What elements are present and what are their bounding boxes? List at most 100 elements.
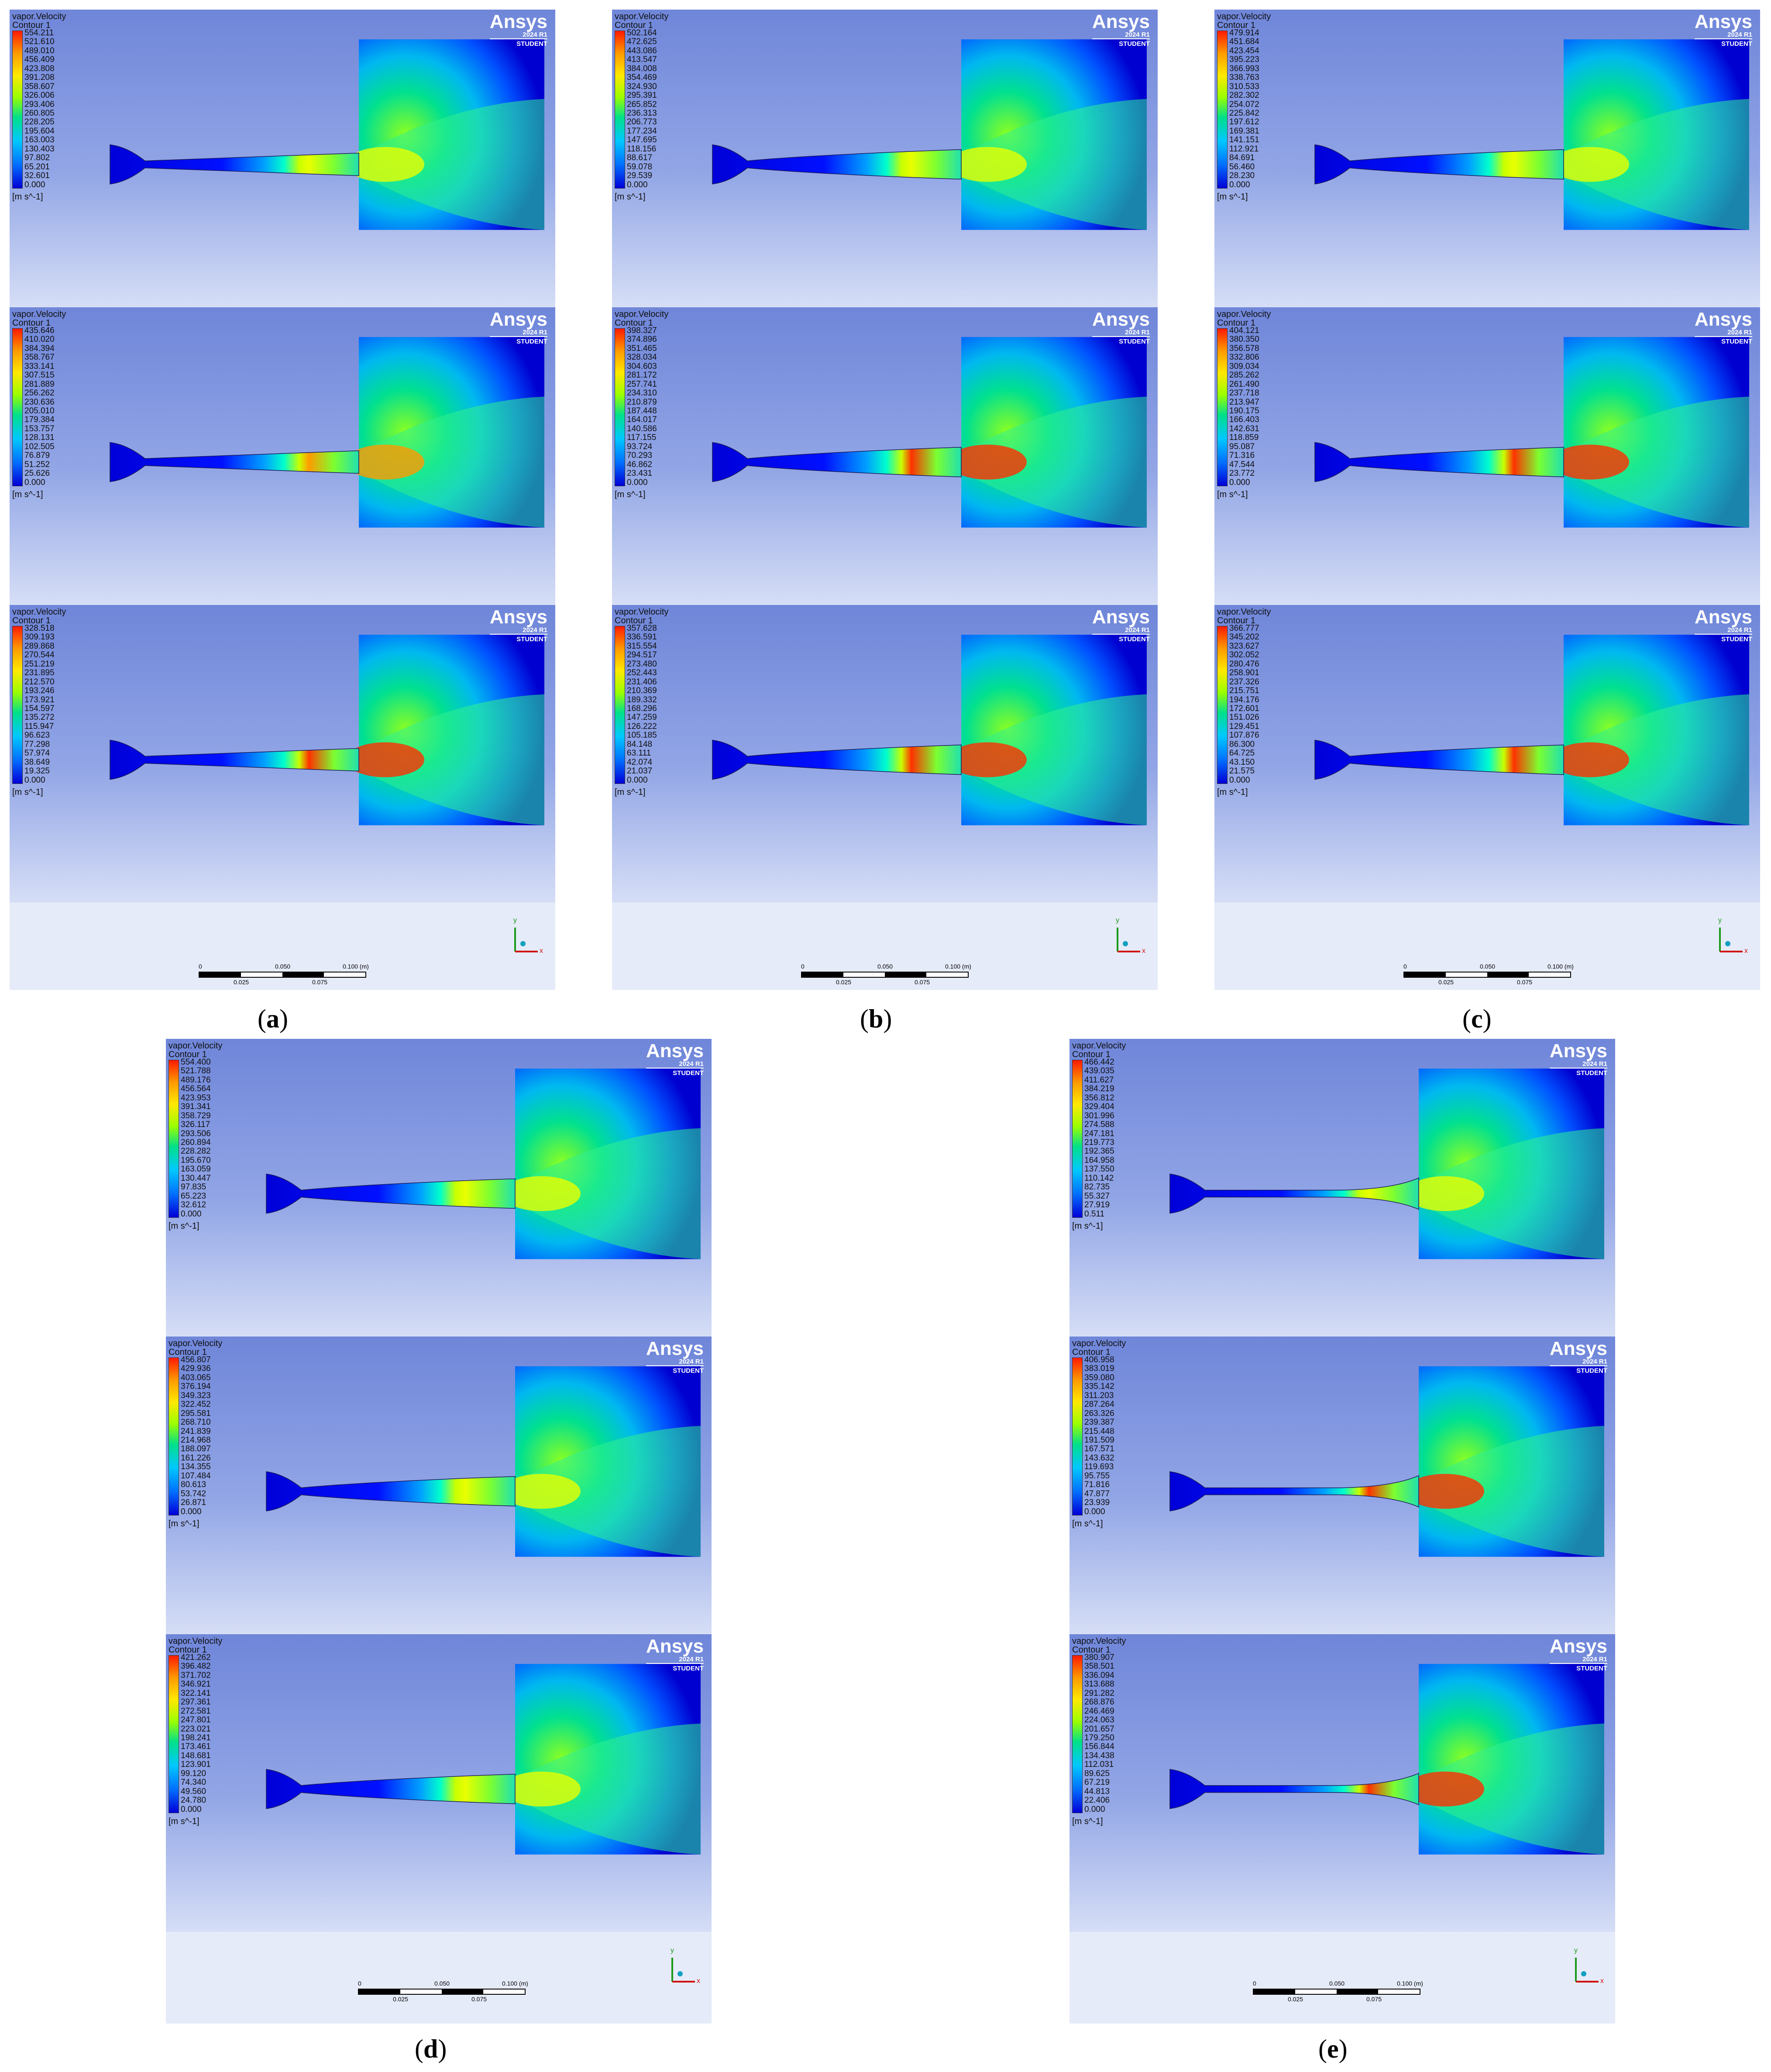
ansys-logo: Ansys	[646, 1040, 704, 1062]
legend-tick-label: 214.968	[181, 1436, 211, 1445]
ansys-brand: Ansys 2024 R1 STUDENT	[646, 1041, 704, 1078]
legend-tick-label: 304.603	[627, 361, 657, 371]
legend-tick-label: 293.506	[181, 1129, 211, 1138]
legend-tick-label: 71.816	[1084, 1480, 1110, 1490]
contour-name: Contour 1	[1072, 1645, 1111, 1655]
ansys-logo: Ansys	[1694, 11, 1752, 32]
legend-tick-label: 210.879	[627, 397, 657, 407]
legend-tick-label: 354.469	[627, 73, 657, 82]
legend-tick-label: 118.156	[627, 144, 657, 154]
legend-tick-label: 118.859	[1229, 433, 1259, 443]
legend-tick-label: 451.684	[1229, 37, 1259, 47]
legend-title: vapor.Velocity Contour 1	[1217, 12, 1271, 30]
legend-tick-label: 224.063	[1084, 1715, 1114, 1725]
nozzle-velocity-contour	[712, 635, 1147, 825]
color-bar-ticks: 502.164 472.625 443.086 413.547 384.008 354.4…	[627, 29, 688, 189]
legend-tick-label: 270.544	[24, 650, 55, 660]
legend-tick-label: 187.448	[627, 406, 657, 416]
legend-tick-label: 0.000	[627, 180, 648, 189]
legend-tick-label: 376.194	[181, 1382, 211, 1392]
legend-tick-label: 521.610	[24, 37, 55, 47]
legend-tick-label: 179.250	[1084, 1733, 1114, 1742]
legend-tick-label: 223.021	[181, 1724, 211, 1734]
color-bar	[615, 626, 625, 784]
legend-tick-label: 439.035	[1084, 1066, 1114, 1076]
color-bar	[1072, 1357, 1083, 1515]
color-bar-ticks: 479.914 451.684 423.454 395.223 366.993 338.7…	[1229, 29, 1290, 189]
legend-tick-label: 164.017	[627, 415, 657, 425]
caption-b: (b)	[860, 1004, 892, 1033]
contour-name: Contour 1	[1217, 616, 1255, 625]
color-bar	[169, 1655, 179, 1813]
contour-name: Contour 1	[1217, 318, 1255, 328]
legend-tick-label: 323.627	[1229, 641, 1259, 651]
legend-tick-label: 51.252	[24, 460, 50, 469]
ansys-edition: STUDENT	[516, 40, 547, 48]
legend-tick-label: 443.086	[627, 46, 657, 55]
nozzle-body	[110, 739, 359, 780]
ansys-edition: STUDENT	[1721, 40, 1752, 48]
legend-unit: [m s^-1]	[1072, 1221, 1103, 1231]
legend-tick-label: 391.208	[24, 73, 55, 82]
scale-bar-label: 0	[1403, 963, 1407, 970]
scale-bar-track	[801, 972, 969, 978]
legend-tick-label: 130.447	[181, 1173, 211, 1183]
scale-bar-track	[358, 1989, 526, 1995]
ansys-edition: STUDENT	[516, 636, 547, 643]
color-bar	[169, 1357, 179, 1515]
legend-tick-label: 421.262	[181, 1653, 211, 1662]
variable-name: vapor.Velocity	[615, 12, 669, 21]
triad-y-label: y	[1718, 917, 1722, 924]
triad-y-label: y	[513, 917, 517, 924]
color-bar-ticks: 357.628 336.591 315.554 294.517 273.480 252.4…	[627, 624, 688, 785]
legend-tick-label: 272.581	[181, 1706, 211, 1716]
legend-tick-label: 349.323	[181, 1391, 211, 1400]
nozzle-velocity-contour	[110, 635, 544, 825]
contour-name: Contour 1	[12, 616, 51, 625]
figure-a-panel-2: vapor.Velocity Contour 1 435.646 410.020 384…	[10, 307, 555, 605]
legend-tick-label: 358.607	[24, 82, 55, 91]
figure-b-panel-1: vapor.Velocity Contour 1 502.164 472.625 443…	[612, 10, 1158, 307]
legend-title: vapor.Velocity Contour 1	[12, 12, 66, 30]
legend-tick-label: 251.219	[24, 659, 55, 669]
legend-tick-label: 0.000	[24, 180, 45, 189]
legend-tick-label: 32.601	[24, 171, 50, 181]
legend-unit: [m s^-1]	[12, 787, 43, 797]
figure-c-panel-1: vapor.Velocity Contour 1 479.914 451.684 423…	[1214, 10, 1760, 307]
legend-tick-label: 112.921	[1229, 144, 1259, 154]
legend-tick-label: 502.164	[627, 28, 657, 38]
legend-tick-label: 0.000	[1084, 1804, 1105, 1814]
legend-tick-label: 357.628	[627, 624, 657, 633]
legend-tick-label: 172.601	[1229, 704, 1259, 713]
legend-tick-label: 154.597	[24, 704, 55, 713]
variable-name: vapor.Velocity	[1217, 309, 1271, 319]
legend-unit: [m s^-1]	[1217, 490, 1248, 499]
legend-tick-label: 307.515	[24, 371, 55, 380]
legend-title: vapor.Velocity Contour 1	[1072, 1041, 1126, 1059]
legend-tick-label: 57.974	[24, 749, 50, 758]
legend-tick-label: 281.889	[24, 379, 55, 389]
legend-tick-label: 84.148	[627, 739, 653, 749]
legend-title: vapor.Velocity Contour 1	[169, 1041, 222, 1059]
legend-tick-label: 301.996	[1084, 1111, 1114, 1120]
figure-b-panel-2: vapor.Velocity Contour 1 398.327 374.896 351…	[612, 307, 1158, 605]
legend-tick-label: 351.465	[627, 344, 657, 353]
legend-tick-label: 0.000	[1229, 775, 1250, 785]
legend-tick-label: 384.219	[1084, 1084, 1114, 1094]
caption-e: (e)	[1318, 2034, 1348, 2063]
legend-tick-label: 241.839	[181, 1426, 211, 1436]
legend-tick-label: 326.006	[24, 91, 55, 100]
legend-tick-label: 489.176	[181, 1075, 211, 1085]
legend-tick-label: 77.298	[24, 739, 50, 749]
contour-name: Contour 1	[615, 318, 653, 328]
ansys-edition: STUDENT	[1119, 40, 1150, 48]
legend-tick-label: 213.947	[1229, 397, 1259, 407]
nozzle-velocity-contour	[110, 337, 544, 528]
legend-tick-label: 95.755	[1084, 1471, 1110, 1481]
legend-tick-label: 147.695	[627, 135, 657, 145]
legend-tick-label: 177.234	[627, 126, 657, 136]
legend-tick-label: 128.131	[24, 433, 55, 443]
legend-tick-label: 293.406	[24, 100, 55, 109]
legend-unit: [m s^-1]	[1217, 787, 1248, 797]
legend-tick-label: 206.773	[627, 117, 657, 127]
